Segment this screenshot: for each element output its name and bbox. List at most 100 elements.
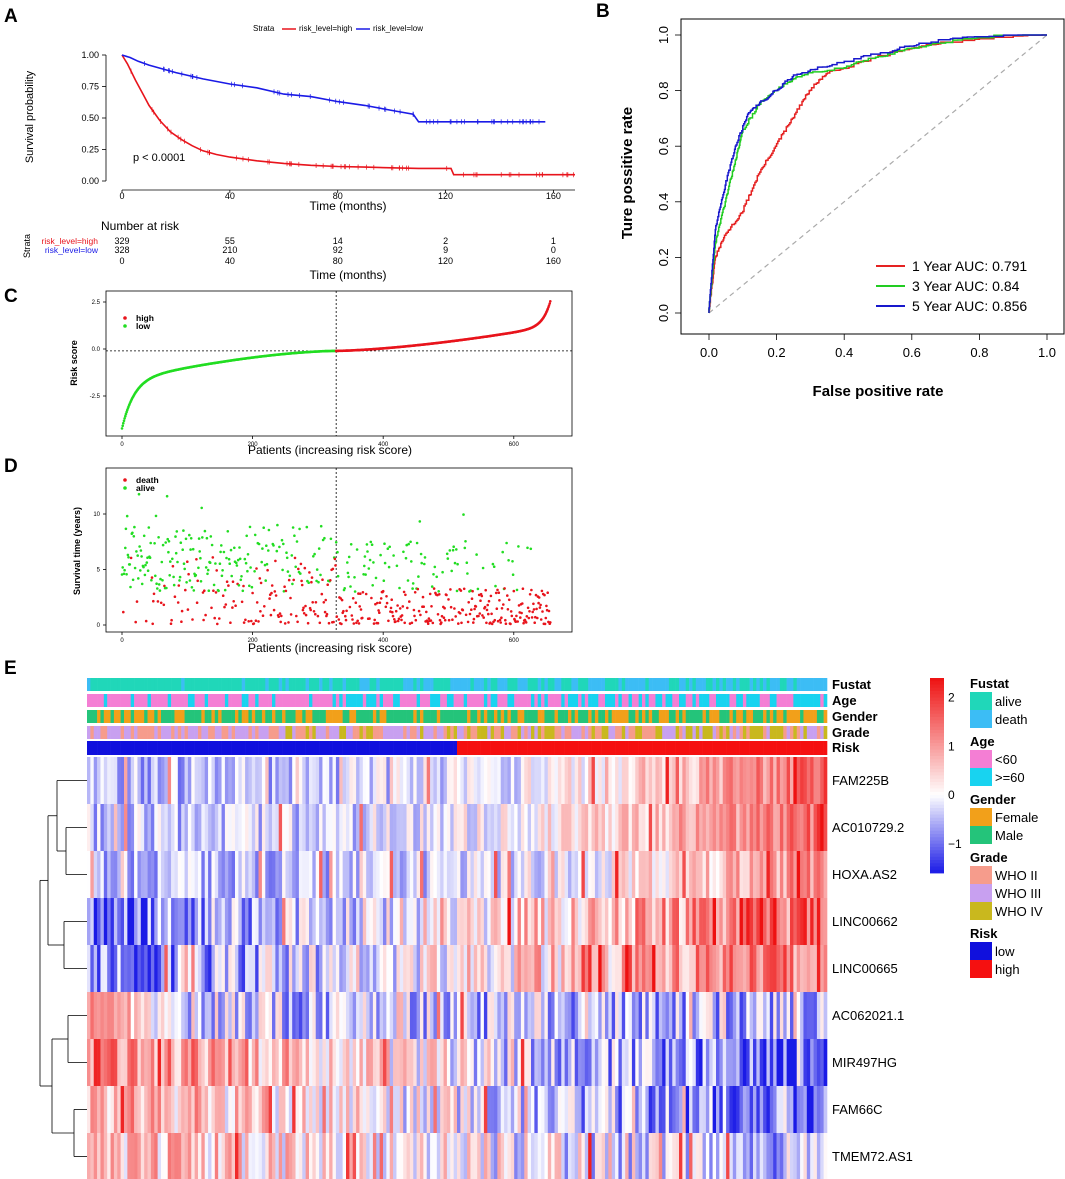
survival-status-point-death [325,612,329,616]
heatmap-cell [578,1086,582,1133]
heatmap-annotation-cell [520,726,525,739]
heatmap-cell [816,1086,821,1133]
heatmap-annotation-cell [541,678,545,691]
heatmap-annotation-cell [352,694,357,707]
heatmap-cell [568,1133,572,1179]
heatmap-cell [362,851,367,898]
heatmap-cell [201,804,206,851]
survival-status-point-alive [433,565,437,569]
heatmap-cell [729,1086,734,1133]
survival-status-point-death [534,593,538,597]
heatmap-cell [652,757,656,804]
roc-x-tick-label: 1.0 [1038,345,1056,360]
survival-status-point-alive [181,548,184,551]
heatmap-annotation-cell [628,678,633,691]
heatmap-cell [150,1039,155,1086]
heatmap-cell [487,757,491,804]
survival-status-point-death [135,600,139,603]
heatmap-annotation-cell [251,678,256,691]
heatmap-annotation-cell [167,726,172,739]
heatmap-cell [810,804,814,851]
heatmap-annotation-cell [648,741,653,755]
survival-status-point-alive [143,573,147,577]
heatmap-cell [436,1133,441,1179]
heatmap-cell [783,1039,787,1086]
heatmap-cell [208,851,212,898]
heatmap-annotation-cell [813,694,818,707]
survival-status-point-death [144,619,148,623]
heatmap-cell [352,1086,357,1133]
heatmap-annotation-cell [238,694,243,707]
heatmap-annotation-cell [339,741,343,755]
heatmap-cell [477,804,481,851]
heatmap-annotation-cell [463,694,468,707]
colorbar-segment [930,788,944,793]
heatmap-cell [756,1086,761,1133]
heatmap-cell [520,945,525,992]
heatmap-cell [272,804,276,851]
heatmap-annotation-cell [389,678,394,691]
survival-status-point-death [269,613,273,617]
heatmap-annotation-cell [403,710,407,723]
heatmap-cell [722,804,727,851]
heatmap-annotation-cell [716,741,720,755]
legend-swatch [970,808,992,826]
survival-status-point-death [184,588,187,592]
heatmap-cell [642,1039,646,1086]
heatmap-annotation-cell [288,694,293,707]
heatmap-cell [527,898,532,945]
heatmap-cell [709,1133,713,1179]
heatmap-cell [208,945,212,992]
heatmap-cell [342,898,347,945]
heatmap-cell [773,992,777,1039]
heatmap-annotation-cell [383,710,387,723]
heatmap-annotation-cell [658,726,663,739]
heatmap-annotation-cell [490,694,495,707]
heatmap-cell [783,992,787,1039]
heatmap-annotation-cell [426,741,431,755]
heatmap-cell [631,1133,636,1179]
heatmap-cell [524,1039,528,1086]
heatmap-cell [766,898,771,945]
heatmap-cell [231,851,236,898]
survival-status-point-death [224,603,228,606]
heatmap-cell [335,898,340,945]
heatmap-annotation-cell [467,710,471,723]
heatmap-annotation-cell [618,694,623,707]
heatmap-cell [790,757,794,804]
survival-status-point-alive [386,547,390,550]
heatmap-cell [241,757,246,804]
survival-status-point-death [443,618,447,622]
heatmap-annotation-cell [793,710,798,723]
heatmap-cell [174,757,179,804]
heatmap-cell [107,898,111,945]
heatmap-cell [87,1039,91,1086]
heatmap-cell [430,1133,434,1179]
heatmap-cell [120,945,125,992]
survival-status-point-death [447,598,450,601]
heatmap-cell [642,757,646,804]
heatmap-annotation-cell [221,678,226,691]
heatmap-cell [648,992,653,1039]
heatmap-cell [164,992,169,1039]
heatmap-cell [712,1086,717,1133]
heatmap-annotation-cell [107,694,111,707]
heatmap-cell [608,945,613,992]
heatmap-cell [611,992,616,1039]
heatmap-annotation-cell [147,678,152,691]
heatmap-annotation-cell [463,726,468,739]
survival-status-point-death [216,622,219,626]
heatmap-cell [625,1133,629,1179]
heatmap-cell [315,804,320,851]
heatmap-cell [409,1086,414,1133]
heatmap-cell [288,1086,293,1133]
heatmap-cell [285,898,290,945]
heatmap-cell [601,757,606,804]
heatmap-cell [174,898,179,945]
heatmap-cell [144,945,148,992]
roc-y-tick-label: 0.0 [656,304,671,322]
heatmap-annotation-cell [800,726,804,739]
heatmap-cell [251,1133,256,1179]
heatmap-cell [248,1086,253,1133]
survival-status-point-death [309,608,313,612]
